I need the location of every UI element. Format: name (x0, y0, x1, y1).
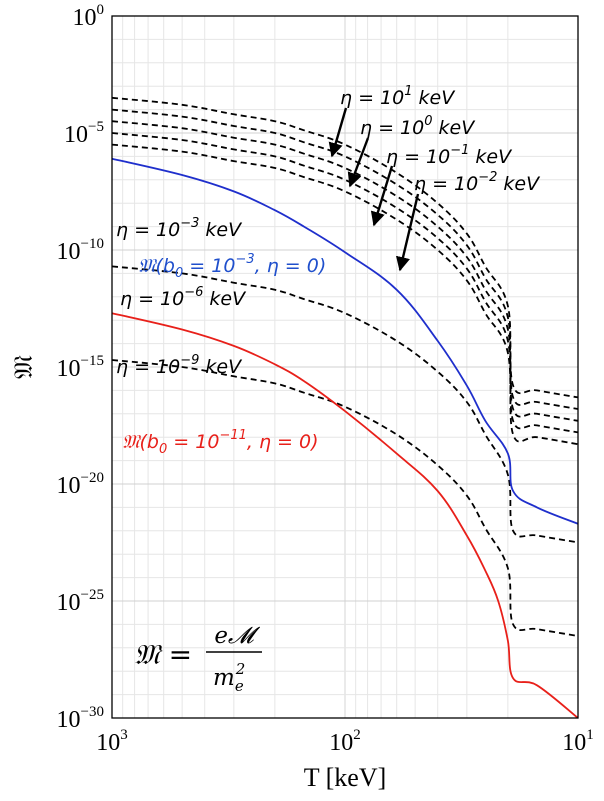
annotation-eta_1em2: η = 10−2 keV (414, 170, 541, 195)
series-line-eta_1em1 (111, 120, 579, 422)
x-axis-label: T [keV] (304, 763, 387, 792)
x-tick-label: 103 (96, 727, 128, 756)
formula: 𝔐 = e𝓜 me2 (134, 623, 262, 695)
series-line-red_curve (111, 312, 579, 719)
annotation-eta_1em9: η = 10−9 keV (116, 353, 243, 378)
series-line-eta_1em9 (111, 359, 579, 637)
annotation-arrow (347, 137, 370, 188)
formula-denominator: me2 (213, 660, 245, 695)
x-tick-label: 102 (329, 727, 361, 756)
y-tick-label: 10−15 (57, 353, 104, 382)
series-line-eta_1em6 (111, 265, 579, 544)
annotation-eta_1em3: η = 10−3 keV (116, 216, 243, 241)
annotation-blue_curve: 𝔐(b0 = 10−3, η = 0) (138, 252, 326, 281)
y-axis-label: 𝔐 (9, 355, 38, 379)
annotation-red_curve: 𝔐(b0 = 10−11, η = 0) (122, 428, 319, 457)
y-tick-label: 10−30 (57, 704, 104, 733)
plot-frame (111, 15, 579, 719)
annotation-arrows (328, 107, 420, 272)
x-tick-label: 101 (562, 727, 594, 756)
series-line-blue_curve (111, 157, 579, 525)
series-line-eta_1em2 (111, 132, 579, 434)
annotation-eta_1e1: η = 101 keV (340, 84, 456, 109)
annotation-arrow (370, 165, 394, 227)
annotation-eta_1e0: η = 100 keV (360, 114, 476, 139)
y-tick-label: 10−20 (57, 470, 104, 499)
tick-labels: 103 102 101 100 10−5 10−10 10−15 10−20 10−25 10−3… (57, 2, 594, 756)
annotation-eta_1em6: η = 10−6 keV (120, 285, 247, 310)
annotation-arrow (328, 107, 348, 158)
y-tick-label: 10−10 (57, 236, 104, 265)
y-tick-label: 10−5 (64, 119, 104, 148)
annotation-arrow (395, 193, 420, 272)
formula-numerator: e𝓜 (214, 623, 261, 649)
series-line-eta_1em3 (111, 143, 579, 446)
curves (111, 96, 579, 719)
formula-lhs: 𝔐 = (134, 638, 192, 671)
series-line-eta_1e1 (111, 96, 579, 399)
y-tick-label: 100 (73, 2, 105, 31)
series-line-eta_1e0 (111, 108, 579, 410)
y-tick-label: 10−25 (57, 587, 104, 616)
annotation-eta_1em1: η = 10−1 keV (386, 143, 513, 168)
